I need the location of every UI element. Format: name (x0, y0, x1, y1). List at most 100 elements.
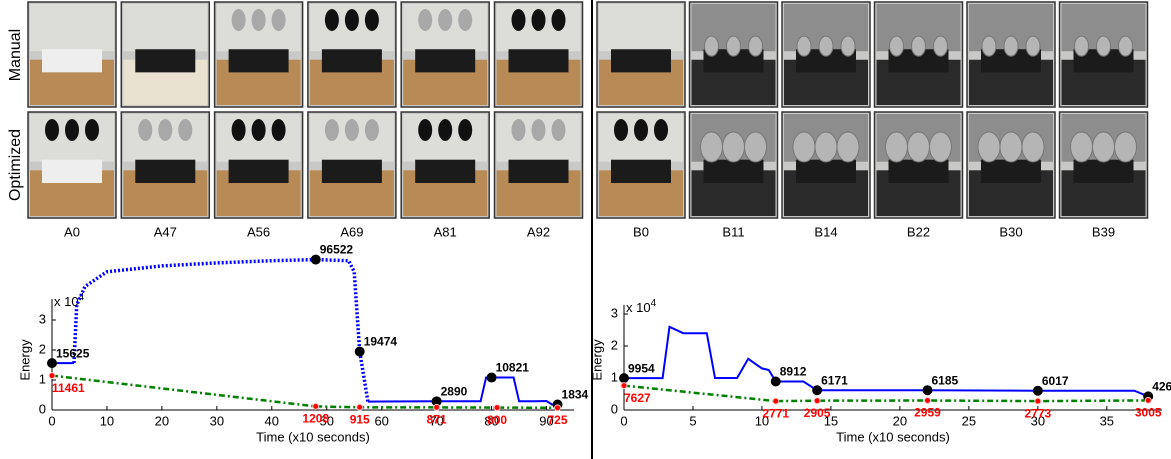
thumbnail-table (415, 160, 475, 183)
column-label: A92 (527, 224, 550, 239)
thumbnail (782, 112, 870, 218)
thumbnail-glass (1075, 36, 1089, 56)
thumbnail-wall (123, 4, 207, 51)
data-label: 2959 (914, 406, 941, 420)
thumbnail-lamp (532, 9, 546, 31)
data-line (74, 260, 368, 402)
data-point (555, 405, 561, 411)
column-label: B0 (633, 224, 649, 239)
thumbnail (401, 112, 489, 218)
thumbnail-lamp (552, 119, 566, 141)
column-label: A47 (154, 224, 177, 239)
thumbnail (967, 112, 1055, 218)
thumbnail-lamp (458, 9, 472, 31)
data-point (1145, 397, 1151, 403)
thumbnail-table (611, 49, 671, 72)
thumbnail-table (135, 160, 195, 183)
x-tick-label: 40 (265, 413, 279, 428)
thumbnail-glass (890, 36, 904, 56)
thumbnail-glass (978, 132, 1000, 162)
thumbnail-glass (1004, 36, 1018, 56)
data-point (773, 398, 779, 404)
thumbnail-table (229, 160, 289, 183)
data-label: 96522 (320, 243, 354, 257)
data-label: 871 (427, 413, 447, 427)
thumbnail-wall (599, 4, 683, 51)
data-point (924, 398, 930, 404)
data-point (621, 383, 627, 389)
thumbnail-glass (1115, 132, 1137, 162)
thumbnail-lamp (158, 119, 172, 141)
column-label: A56 (247, 224, 270, 239)
x-axis-label: Time (x10 seconds) (256, 429, 370, 444)
data-label: 800 (487, 413, 507, 427)
thumbnail (28, 2, 116, 107)
x-tick-label: 10 (100, 413, 114, 428)
x-tick-label: 0 (620, 413, 627, 428)
data-point (357, 404, 363, 410)
thumbnail-lamp (272, 9, 286, 31)
thumbnail-table (135, 49, 195, 72)
thumbnail-glass (1097, 36, 1111, 56)
thumbnail-lamp (634, 119, 648, 141)
x-axis-label: Time (x10 seconds) (836, 429, 950, 444)
y-scale-label: x 104 (626, 297, 657, 315)
data-label: 7627 (624, 391, 651, 405)
x-tick-label: 5 (689, 413, 696, 428)
thumbnail-lamp (232, 119, 246, 141)
data-label: 6185 (931, 373, 958, 387)
y-scale-text: x 10 (54, 294, 79, 309)
thumbnail-glass (837, 132, 859, 162)
x-tick-label: 30 (210, 413, 224, 428)
row-label: Manual (7, 29, 24, 81)
data-label: 6017 (1042, 374, 1069, 388)
thumbnail-glass (982, 36, 996, 56)
data-point (494, 405, 500, 411)
thumbnail-lamp (45, 119, 59, 141)
thumbnail (121, 2, 209, 107)
thumbnail-lamp (232, 9, 246, 31)
thumbnail (690, 2, 778, 107)
thumbnail-glass (1093, 132, 1115, 162)
thumbnail-lamp (654, 119, 668, 141)
data-label: 11461 (52, 381, 85, 395)
data-point (1035, 398, 1041, 404)
x-tick-label: 35 (1100, 413, 1114, 428)
y-scale-text: x 10 (626, 300, 651, 315)
thumbnail-lamp (345, 9, 359, 31)
thumbnail-glass (819, 36, 833, 56)
y-tick-label: 2 (39, 341, 46, 356)
thumbnail-table (611, 160, 671, 183)
thumbnail-glass (886, 132, 908, 162)
thumbnail-lamp (438, 9, 452, 31)
thumbnail-glass (930, 132, 952, 162)
thumbnail-glass (705, 36, 719, 56)
thumbnail-glass (749, 36, 763, 56)
data-label: 2771 (762, 406, 789, 420)
thumbnail-lamp (85, 119, 99, 141)
data-label: 1208 (302, 412, 329, 426)
thumbnail (782, 2, 870, 107)
thumbnail-glass (723, 132, 745, 162)
y-scale-exponent: 4 (79, 292, 85, 303)
data-label: 19474 (364, 335, 398, 349)
data-label: 6171 (821, 373, 848, 387)
thumbnail-lamp (614, 119, 628, 141)
y-tick-label: 1 (611, 369, 618, 384)
thumbnail-glass (727, 36, 741, 56)
x-tick-label: 0 (48, 413, 55, 428)
thumbnail-lamp (438, 119, 452, 141)
thumbnail (28, 112, 116, 218)
x-tick-label: 25 (962, 413, 976, 428)
data-label: 725 (548, 413, 568, 427)
thumbnail-lamp (458, 119, 472, 141)
thumbnail-wall (30, 4, 114, 51)
thumbnail (495, 2, 583, 107)
x-tick-label: 20 (893, 413, 907, 428)
data-line (624, 327, 1148, 397)
y-tick-label: 3 (39, 311, 46, 326)
thumbnail (597, 2, 685, 107)
thumbnail-lamp (512, 9, 526, 31)
thumbnail (690, 112, 778, 218)
data-label: 2773 (1024, 406, 1051, 420)
